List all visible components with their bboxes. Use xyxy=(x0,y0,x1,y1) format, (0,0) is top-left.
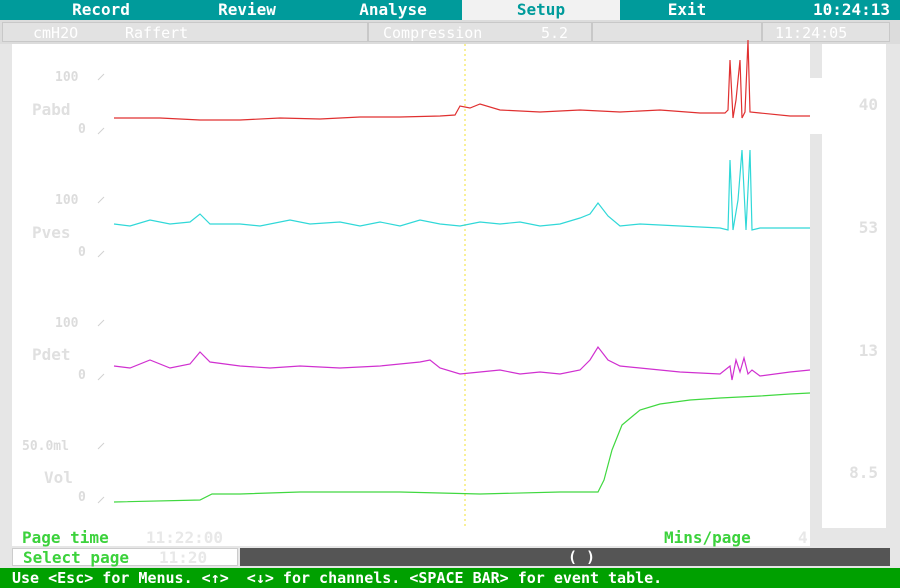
page-scroll-thumb[interactable]: ( ) xyxy=(568,548,596,566)
pves-top-tick: 100 xyxy=(55,193,79,208)
pdet-bottom-tick: 0 xyxy=(78,368,86,383)
vol-trace xyxy=(113,392,811,503)
page-info-strip xyxy=(12,528,810,546)
pves-bottom-tick: 0 xyxy=(78,245,86,260)
pves-label[interactable]: Pves xyxy=(32,223,71,242)
menu-bar: Record Review Analyse Setup Exit 10:24:1… xyxy=(0,0,900,20)
axis-ticks xyxy=(97,73,105,504)
info-compression-cell: Compression 5.2 xyxy=(368,22,592,42)
vol-bottom-tick: 0 xyxy=(78,490,86,505)
pves-value: 53 xyxy=(858,218,878,237)
page-time-label: Page time xyxy=(22,528,109,547)
info-left-cell: cmH2O Raffert xyxy=(2,22,368,42)
pdet-trace xyxy=(113,345,811,381)
vol-top-tick: 50.0ml xyxy=(22,439,69,454)
units-label: cmH2O xyxy=(33,24,79,42)
clock: 10:24:13 xyxy=(812,0,890,19)
menu-exit[interactable]: Exit xyxy=(667,0,707,19)
plot-area xyxy=(12,44,810,528)
vol-label[interactable]: Vol xyxy=(44,468,73,487)
pdet-value: 13 xyxy=(858,341,878,360)
pdet-label[interactable]: Pdet xyxy=(32,345,71,364)
vol-value: 8.5 xyxy=(849,463,878,482)
page-time-value: 11:22:00 xyxy=(146,528,224,547)
pabd-bottom-tick: 0 xyxy=(78,122,86,137)
select-page-label: Select page xyxy=(23,548,129,567)
pabd-value: 40 xyxy=(858,95,878,114)
patient-name: Raffert xyxy=(125,24,189,42)
status-bar: Use <Esc> for Menus. <↑> <↓> for channel… xyxy=(0,568,900,588)
vertical-scroll-handle[interactable] xyxy=(810,78,822,134)
mins-per-page-label: Mins/page xyxy=(664,528,751,547)
pdet-top-tick: 100 xyxy=(55,316,79,331)
right-value-panel xyxy=(822,44,886,528)
page-scroll-track[interactable] xyxy=(240,548,890,566)
pabd-label[interactable]: Pabd xyxy=(32,100,71,119)
pabd-top-tick: 100 xyxy=(55,70,79,85)
menu-setup[interactable]: Setup xyxy=(462,0,620,20)
pabd-trace xyxy=(114,39,810,121)
compression-value: 5.2 xyxy=(541,24,569,42)
menu-review[interactable]: Review xyxy=(218,0,276,19)
menu-analyse[interactable]: Analyse xyxy=(359,0,427,19)
select-page-field[interactable]: Select page 11:20 xyxy=(12,548,238,567)
select-page-value: 11:20 xyxy=(159,548,208,567)
pves-trace xyxy=(113,149,810,231)
mins-per-page-value[interactable]: 4 xyxy=(798,528,808,547)
compression-label: Compression xyxy=(383,24,483,42)
menu-record[interactable]: Record xyxy=(72,0,130,19)
info-blank-cell xyxy=(592,22,762,42)
info-time: 11:24:05 xyxy=(775,24,848,42)
info-time-cell: 11:24:05 xyxy=(762,22,890,42)
